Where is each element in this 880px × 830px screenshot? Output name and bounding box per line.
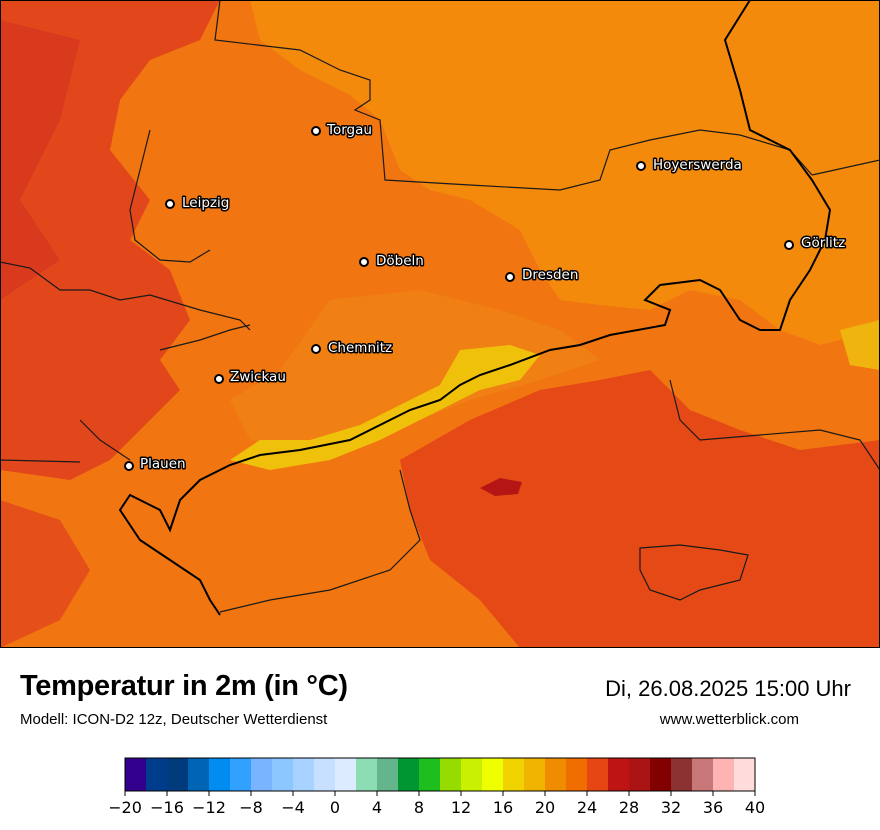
city-zwickau: Zwickau [214, 368, 287, 387]
legend-swatch [566, 758, 588, 791]
legend-swatch [713, 758, 735, 791]
city-chemnitz: Chemnitz [311, 339, 394, 358]
legend-tick-label: 8 [414, 798, 424, 817]
temp-area-west-inner [0, 20, 80, 300]
legend-swatch [545, 758, 567, 791]
legend-swatch [377, 758, 399, 791]
city-dot [311, 344, 321, 354]
temp-area-south [400, 370, 880, 648]
city-label: Hoyerswerda [653, 157, 742, 173]
legend-swatch [188, 758, 210, 791]
legend-swatch [314, 758, 336, 791]
legend-tick-label: 20 [535, 798, 555, 817]
city-goerlitz: Görlitz [784, 234, 847, 253]
legend-tick-label: 24 [577, 798, 597, 817]
legend-tick-label: 28 [619, 798, 639, 817]
city-hoyerswerda: Hoyerswerda [636, 156, 743, 175]
city-dot [359, 257, 369, 267]
legend-swatch [335, 758, 357, 791]
legend-swatch [293, 758, 315, 791]
legend-swatch [608, 758, 630, 791]
legend-tick-label: −4 [281, 798, 305, 817]
temp-area-east-yellow [840, 320, 880, 370]
legend-swatch [692, 758, 714, 791]
legend-tick-label: 40 [745, 798, 765, 817]
legend-swatch [650, 758, 672, 791]
city-torgau: Torgau [311, 121, 373, 140]
city-label: Zwickau [230, 369, 286, 385]
legend-swatch [272, 758, 294, 791]
legend-swatch [482, 758, 504, 791]
country-border [118, 0, 832, 616]
city-dot [124, 461, 134, 471]
city-plauen: Plauen [124, 455, 187, 474]
temp-area-yellow-band [230, 345, 540, 470]
valid-datetime: Di, 26.08.2025 15:00 Uhr [605, 676, 851, 701]
legend-swatch [734, 758, 756, 791]
legend-tick-label: −12 [192, 798, 226, 817]
legend-swatch [356, 758, 378, 791]
city-dot [311, 126, 321, 136]
city-dot [784, 240, 794, 250]
legend-tick-label: −20 [110, 798, 142, 817]
legend-swatch [629, 758, 651, 791]
city-label: Plauen [140, 456, 186, 472]
legend-frame [124, 757, 756, 792]
legend-swatch [209, 758, 231, 791]
website-link[interactable]: www.wetterblick.com [659, 711, 799, 728]
city-label: Görlitz [801, 235, 845, 251]
color-scale-legend: −20 −16 −12 −8 −4 0 4 8 12 16 20 24 28 32 36 40 [110, 757, 765, 817]
city-label: Dresden [522, 267, 578, 283]
legend-swatch [440, 758, 462, 791]
temp-area-south-west [0, 500, 90, 648]
legend-swatch [251, 758, 273, 791]
map-title: Temperatur in 2m (in °C) [20, 670, 348, 702]
legend-tick-label: 4 [372, 798, 382, 817]
temp-area-north-east [250, 0, 880, 345]
temp-area-central [230, 290, 600, 450]
legend-tick-label: 36 [703, 798, 723, 817]
city-label: Döbeln [376, 253, 424, 269]
legend-swatch [167, 758, 189, 791]
legend-tick-label: −8 [239, 798, 263, 817]
legend-tick-label: −16 [150, 798, 184, 817]
legend-swatch [671, 758, 693, 791]
state-borders [0, 0, 880, 463]
city-doebeln: Döbeln [359, 252, 425, 271]
legend-tick-label: 12 [451, 798, 471, 817]
legend-tick-label: 16 [493, 798, 513, 817]
legend-swatch [230, 758, 252, 791]
city-dresden: Dresden [505, 266, 580, 285]
legend-ticks: −20 −16 −12 −8 −4 0 4 8 12 16 20 24 28 32 36 40 [110, 791, 765, 817]
legend-swatch [524, 758, 546, 791]
legend-swatch [125, 758, 147, 791]
city-label: Chemnitz [328, 340, 392, 356]
legend-swatch [587, 758, 609, 791]
legend-swatch [503, 758, 525, 791]
city-leipzig: Leipzig [165, 194, 231, 213]
city-dot [505, 272, 515, 282]
city-dot [636, 161, 646, 171]
city-label: Leipzig [182, 195, 229, 211]
model-subtitle: Modell: ICON-D2 12z, Deutscher Wetterdie… [20, 711, 328, 728]
legend-swatch [146, 758, 168, 791]
temperature-map: Torgau Hoyerswerda Leipzig Görlitz Döbel… [0, 0, 880, 648]
legend-swatch [419, 758, 441, 791]
czech-borders [219, 379, 880, 613]
legend-swatch [461, 758, 483, 791]
city-markers: Torgau Hoyerswerda Leipzig Görlitz Döbel… [124, 121, 847, 474]
temp-area-hot-spot [480, 478, 522, 496]
city-dot [214, 374, 224, 384]
legend-swatch [398, 758, 420, 791]
legend-tick-label: 0 [330, 798, 340, 817]
legend-swatches [125, 758, 756, 791]
temp-area-south-east [640, 340, 880, 450]
city-dot [165, 199, 175, 209]
legend-tick-label: 32 [661, 798, 681, 817]
city-label: Torgau [326, 122, 372, 138]
